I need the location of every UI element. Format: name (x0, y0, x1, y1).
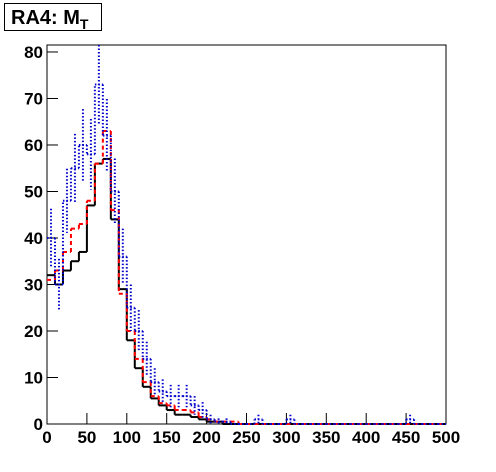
x-tick-label: 150 (153, 428, 181, 447)
x-tick-label: 0 (42, 428, 51, 447)
y-tick-label: 30 (24, 275, 43, 294)
x-tick-label: 250 (232, 428, 260, 447)
title-main: RA4: M (11, 7, 80, 29)
x-tick-label: 100 (113, 428, 141, 447)
y-tick-label: 10 (24, 368, 43, 387)
y-tick-label: 50 (24, 182, 43, 201)
x-tick-label: 400 (352, 428, 380, 447)
title-subscript: T (80, 16, 89, 32)
x-tick-label: 500 (432, 428, 460, 447)
x-tick-label: 300 (272, 428, 300, 447)
x-tick-label: 350 (312, 428, 340, 447)
y-tick-label: 20 (24, 322, 43, 341)
y-tick-label: 40 (24, 229, 43, 248)
x-tick-label: 450 (392, 428, 420, 447)
y-tick-label: 60 (24, 136, 43, 155)
y-tick-label: 0 (34, 415, 43, 434)
y-tick-label: 80 (24, 43, 43, 62)
x-tick-label: 50 (77, 428, 96, 447)
x-tick-label: 200 (192, 428, 220, 447)
chart-title: RA4: MT (11, 7, 89, 32)
y-tick-label: 70 (24, 89, 43, 108)
title-box (4, 3, 102, 31)
